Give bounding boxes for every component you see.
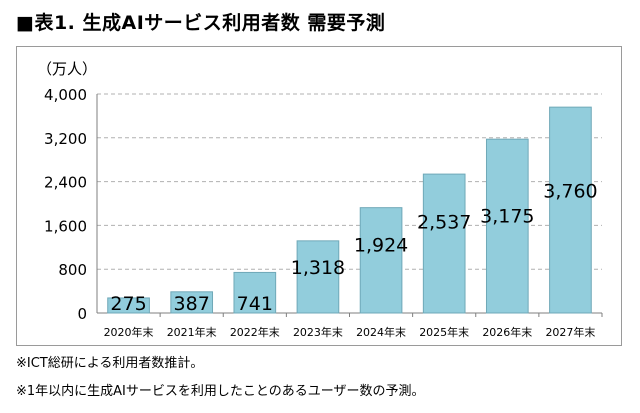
y-tick-label: 0 [77,305,87,323]
x-tick-label: 2024年末 [356,325,406,339]
x-tick-label: 2021年末 [167,325,217,339]
y-tick-label: 4,000 [44,86,87,104]
bar [233,271,277,314]
y-tick-label: 3,200 [44,130,87,148]
x-tick-label: 2026年末 [482,325,532,339]
footnote-source: ※ICT総研による利用者数推計。 [16,356,204,371]
bar [549,106,592,314]
data-label: 1,318 [291,257,345,279]
bar [296,240,340,314]
data-label: 2,537 [417,212,471,234]
footnote-definition: ※1年以内に生成AIサービスを利用したことのあるユーザー数の予測。 [16,384,425,399]
bar [170,291,214,314]
bar [485,138,529,314]
chart-title: ■表1. 生成AIサービス利用者数 需要予測 [16,12,386,34]
bar [107,297,150,314]
data-label: 3,175 [480,206,534,228]
bar [422,173,466,314]
x-tick-label: 2020年末 [104,325,154,339]
chart-frame: （万人） 0 800 1,600 2,400 3,200 4,000 2020年末 275 202… [16,46,622,346]
data-label: 3,760 [543,181,597,203]
y-tick-label: 800 [58,261,87,279]
data-label: 1,924 [354,234,408,256]
x-tick-label: 2027年末 [545,325,595,339]
x-tick-label: 2025年末 [419,325,469,339]
bar-chart: （万人） 0 800 1,600 2,400 3,200 4,000 2020年末 275 202… [37,60,603,339]
data-label: 387 [174,293,210,315]
x-tick-label: 2023年末 [293,325,343,339]
y-tick-label: 2,400 [44,174,87,192]
y-axis-label: （万人） [37,60,97,78]
data-label: 275 [110,293,146,315]
data-label: 741 [237,293,273,315]
y-tick-label: 1,600 [44,217,87,235]
bar [359,207,403,314]
x-tick-label: 2022年末 [230,325,280,339]
